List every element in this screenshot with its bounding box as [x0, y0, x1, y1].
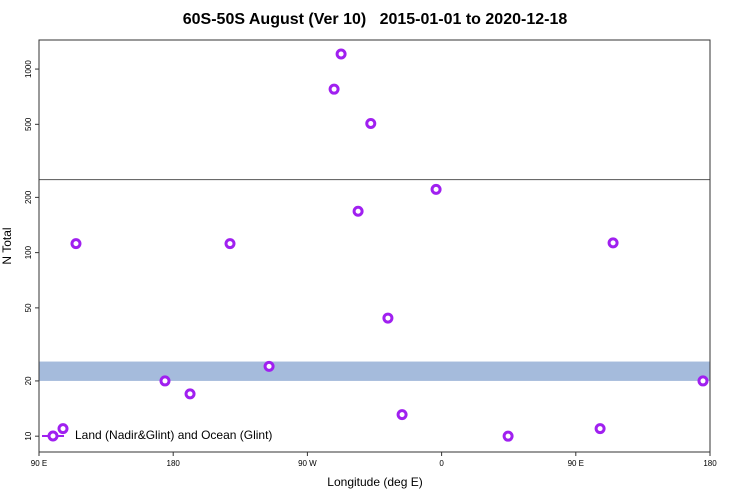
- x-tick-label: 90 E: [568, 459, 584, 468]
- point: [430, 183, 442, 195]
- point: [184, 388, 196, 400]
- point: [697, 375, 709, 387]
- point: [607, 237, 619, 249]
- point: [335, 48, 347, 60]
- y-tick-label: 200: [24, 190, 33, 204]
- point: [382, 312, 394, 324]
- point: [352, 205, 364, 217]
- point: [159, 375, 171, 387]
- legend-marker: [47, 430, 59, 442]
- point: [224, 238, 236, 250]
- point: [263, 360, 275, 372]
- point: [365, 118, 377, 130]
- x-axis-label: Longitude (deg E): [327, 475, 422, 489]
- plot-frame: [38, 39, 711, 453]
- y-tick-label: 10: [24, 431, 33, 440]
- point: [57, 423, 69, 435]
- y-tick-label: 20: [24, 376, 33, 385]
- y-axis-label: N Total: [0, 227, 14, 264]
- point: [594, 423, 606, 435]
- x-tick-label: 90 W: [298, 459, 317, 468]
- point: [396, 409, 408, 421]
- legend-label: Land (Nadir&Glint) and Ocean (Glint): [75, 428, 272, 442]
- x-tick-label: 90 E: [31, 459, 47, 468]
- point: [502, 430, 514, 442]
- point: [70, 238, 82, 250]
- y-tick-label: 1000: [24, 60, 33, 78]
- chart-title: 60S-50S August (Ver 10) 2015-01-01 to 20…: [183, 11, 568, 28]
- x-tick-label: 180: [167, 459, 181, 468]
- x-tick-label: 180: [703, 459, 717, 468]
- y-tick-label: 50: [24, 303, 33, 312]
- x-tick-label: 0: [439, 459, 444, 468]
- y-tick-label: 100: [24, 245, 33, 259]
- point: [328, 83, 340, 95]
- y-tick-label: 500: [24, 117, 33, 131]
- band: [39, 361, 710, 381]
